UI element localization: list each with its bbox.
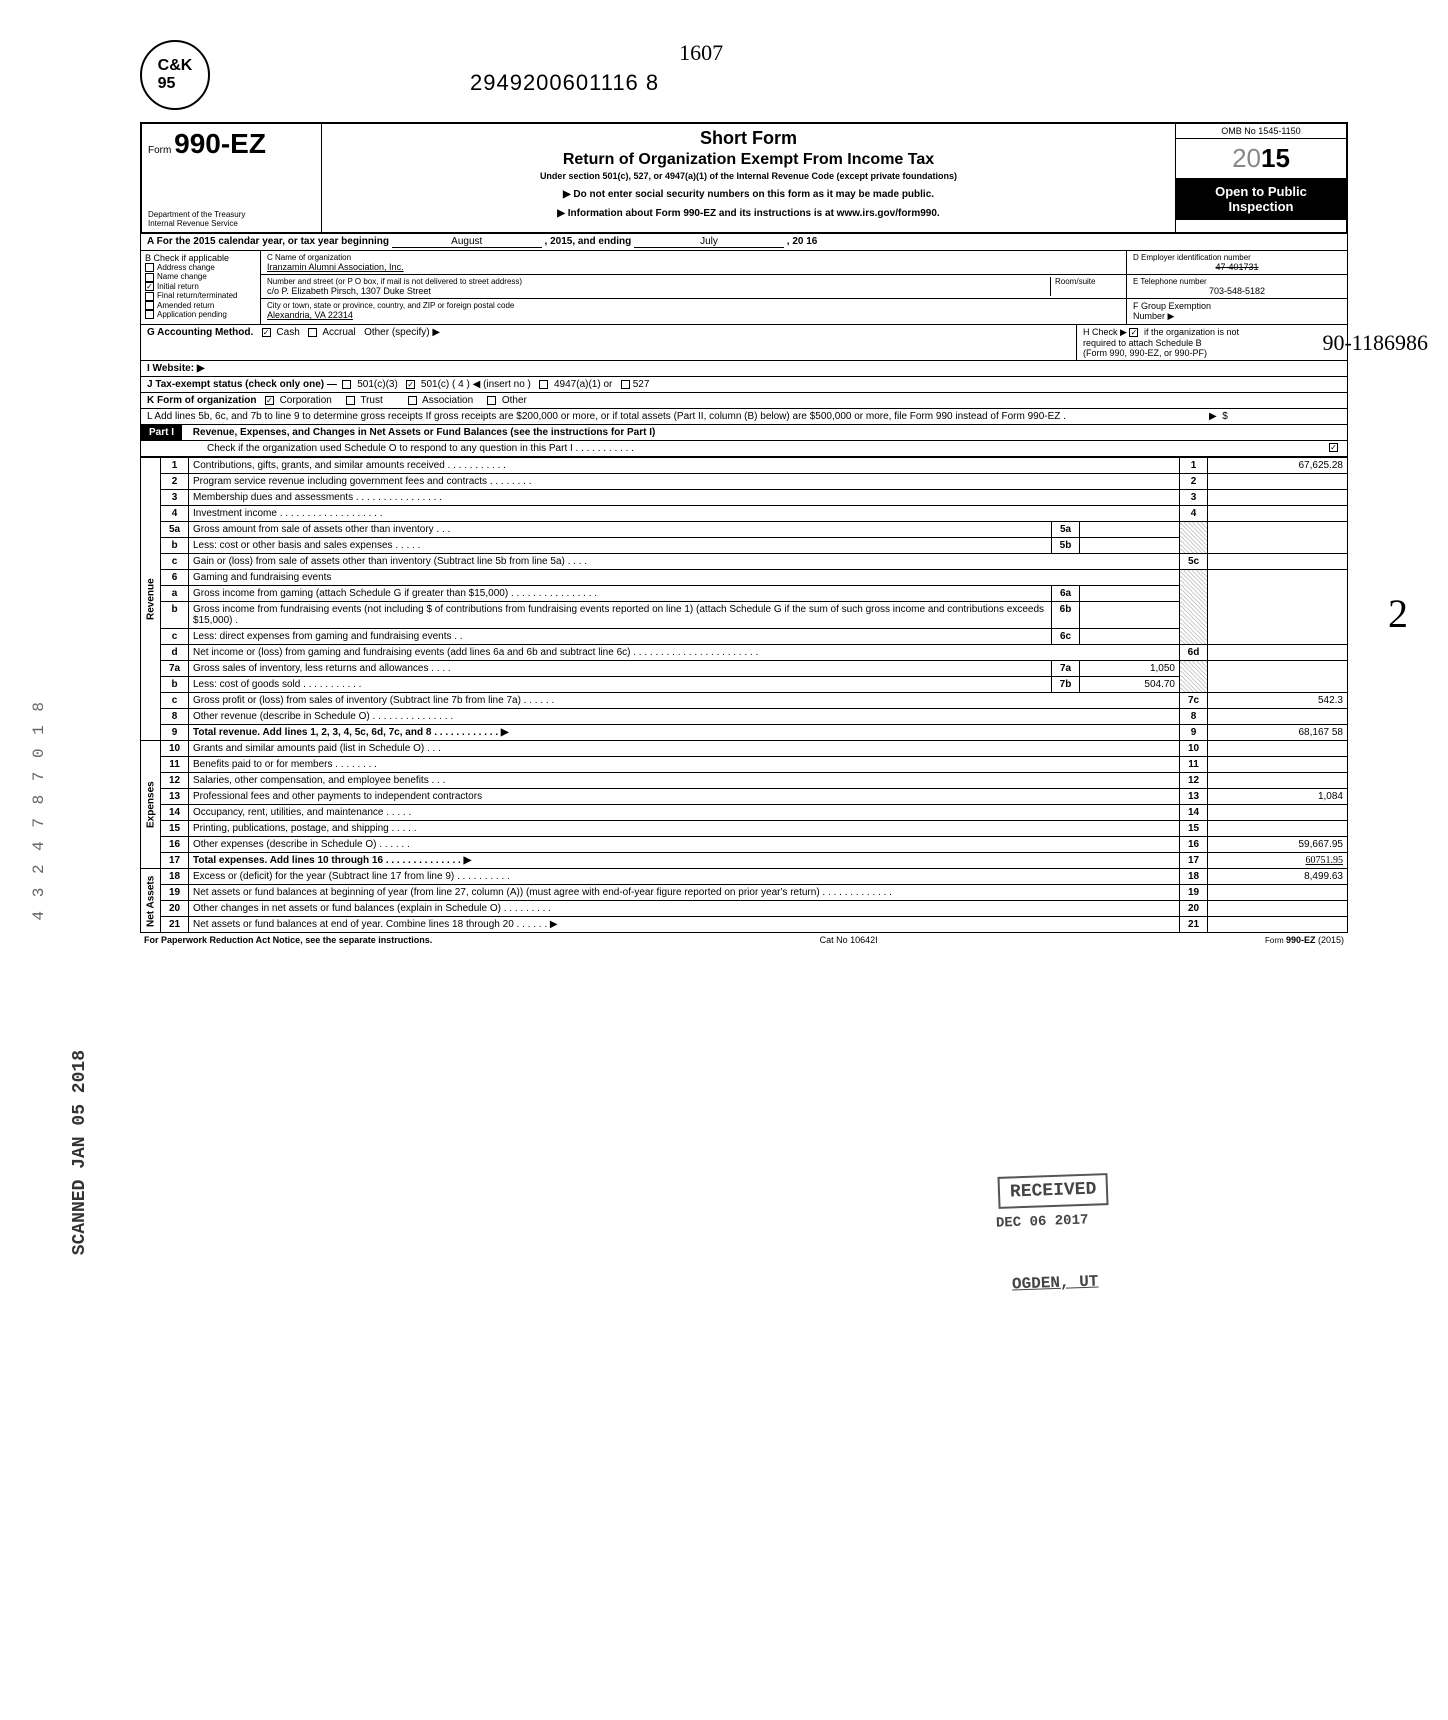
table-row: 19Net assets or fund balances at beginni…: [141, 885, 1348, 901]
row-l: L Add lines 5b, 6c, and 7b to line 9 to …: [140, 409, 1348, 425]
cb-schedule-b[interactable]: ✓: [1129, 328, 1138, 337]
cb-other-org[interactable]: [487, 396, 496, 405]
part1-header: Part I Revenue, Expenses, and Changes in…: [140, 425, 1348, 441]
expenses-label: Expenses: [141, 741, 161, 869]
footer-row: For Paperwork Reduction Act Notice, see …: [140, 933, 1348, 947]
row-i: I Website: ▶: [140, 361, 1348, 377]
row-a-tax-year: A For the 2015 calendar year, or tax yea…: [140, 234, 1348, 251]
cb-501c3[interactable]: [342, 380, 351, 389]
cb-accrual[interactable]: [308, 328, 317, 337]
cb-application-pending[interactable]: Application pending: [145, 310, 256, 319]
cb-501c[interactable]: ✓: [406, 380, 415, 389]
cb-527[interactable]: [621, 380, 630, 389]
table-row: 2Program service revenue including gover…: [141, 474, 1348, 490]
handwritten-number: 1607: [679, 40, 723, 66]
table-row: 4Investment income . . . . . . . . . . .…: [141, 506, 1348, 522]
table-row: Net Assets 18Excess or (deficit) for the…: [141, 869, 1348, 885]
table-row: 7aGross sales of inventory, less returns…: [141, 661, 1348, 677]
table-row: 17Total expenses. Add lines 10 through 1…: [141, 853, 1348, 869]
table-row: cGain or (loss) from sale of assets othe…: [141, 554, 1348, 570]
received-date-stamp: DEC 06 2017: [985, 1208, 1098, 1236]
table-row: 8Other revenue (describe in Schedule O) …: [141, 709, 1348, 725]
org-name-row: C Name of organization Iranzamin Alumni …: [261, 251, 1126, 275]
header-grid: B Check if applicable Address change Nam…: [140, 251, 1348, 325]
section-c: C Name of organization Iranzamin Alumni …: [261, 251, 1127, 324]
table-row: 21Net assets or fund balances at end of …: [141, 917, 1348, 933]
handwritten-2: 2: [1388, 590, 1408, 637]
row-j: J Tax-exempt status (check only one) — 5…: [140, 377, 1348, 393]
header-row: C&K95 2949200601116 8 1607: [140, 40, 1348, 110]
cb-cash[interactable]: ✓: [262, 328, 271, 337]
open-public-badge: Open to Public Inspection: [1176, 178, 1346, 220]
dln-number: 2949200601116 8: [470, 70, 659, 96]
irs-seal-icon: C&K95: [140, 40, 210, 110]
cb-address-change[interactable]: Address change: [145, 263, 256, 272]
table-row: Expenses 10Grants and similar amounts pa…: [141, 741, 1348, 757]
ein-row: D Employer identification number 47-4017…: [1127, 251, 1347, 275]
form-header-box: Form 990-EZ Department of the Treasury I…: [140, 122, 1348, 234]
table-row: 5aGross amount from sale of assets other…: [141, 522, 1348, 538]
address-row: Number and street (or P O box, if mail i…: [261, 275, 1126, 299]
table-row: bLess: cost or other basis and sales exp…: [141, 538, 1348, 554]
tax-year: 20201515: [1176, 139, 1346, 178]
cb-amended[interactable]: Amended return: [145, 301, 256, 310]
cb-schedule-o-part1[interactable]: ✓: [1329, 443, 1338, 452]
table-row: cLess: direct expenses from gaming and f…: [141, 629, 1348, 645]
section-def: D Employer identification number 47-4017…: [1127, 251, 1347, 324]
table-row: cGross profit or (loss) from sales of in…: [141, 693, 1348, 709]
cb-assoc[interactable]: [408, 396, 417, 405]
handwritten-ein: 90-1186986: [1322, 330, 1428, 356]
cb-trust[interactable]: [346, 396, 355, 405]
table-row: Revenue 1 Contributions, gifts, grants, …: [141, 458, 1348, 474]
table-row: 9Total revenue. Add lines 1, 2, 3, 4, 5c…: [141, 725, 1348, 741]
section-b: B Check if applicable Address change Nam…: [141, 251, 261, 324]
row-gh: G Accounting Method. ✓ Cash Accrual Othe…: [140, 325, 1348, 361]
ogden-stamp: OGDEN, UT: [1001, 1268, 1108, 1298]
part1-lines-table: Revenue 1 Contributions, gifts, grants, …: [140, 457, 1348, 933]
table-row: 20Other changes in net assets or fund ba…: [141, 901, 1348, 917]
form-title-cell: Short Form Return of Organization Exempt…: [322, 124, 1176, 232]
cb-4947[interactable]: [539, 380, 548, 389]
form-number-cell: Form 990-EZ Department of the Treasury I…: [142, 124, 322, 232]
row-k: K Form of organization ✓ Corporation Tru…: [140, 393, 1348, 409]
table-row: aGross income from gaming (attach Schedu…: [141, 586, 1348, 602]
table-row: 12Salaries, other compensation, and empl…: [141, 773, 1348, 789]
cb-name-change[interactable]: Name change: [145, 272, 256, 281]
cb-final-return[interactable]: Final return/terminated: [145, 291, 256, 300]
form-year-cell: OMB No 1545-1150 20201515 Open to Public…: [1176, 124, 1346, 232]
city-row: City or town, state or province, country…: [261, 299, 1126, 322]
table-row: 3Membership dues and assessments . . . .…: [141, 490, 1348, 506]
table-row: 16Other expenses (describe in Schedule O…: [141, 837, 1348, 853]
cb-corp[interactable]: ✓: [265, 396, 274, 405]
table-row: bLess: cost of goods sold . . . . . . . …: [141, 677, 1348, 693]
table-row: 6Gaming and fundraising events: [141, 570, 1348, 586]
net-assets-label: Net Assets: [141, 869, 161, 933]
group-exemption-row: F Group Exemption Number ▶: [1127, 299, 1347, 324]
part1-schedule-o: Check if the organization used Schedule …: [140, 441, 1348, 457]
phone-row: E Telephone number 703-548-5182: [1127, 275, 1347, 299]
table-row: bGross income from fundraising events (n…: [141, 602, 1348, 629]
margin-number-stamp: 4 3 2 4 7 8 7 0 1 8: [30, 700, 48, 920]
table-row: 15Printing, publications, postage, and s…: [141, 821, 1348, 837]
cb-initial-return[interactable]: ✓Initial return: [145, 282, 256, 291]
table-row: dNet income or (loss) from gaming and fu…: [141, 645, 1348, 661]
revenue-label: Revenue: [141, 458, 161, 741]
table-row: 13Professional fees and other payments t…: [141, 789, 1348, 805]
scanned-stamp: SCANNED JAN 05 2018: [70, 1050, 90, 1255]
dept-treasury: Department of the Treasury Internal Reve…: [148, 210, 315, 228]
received-stamp: RECEIVED: [997, 1173, 1108, 1209]
table-row: 14Occupancy, rent, utilities, and mainte…: [141, 805, 1348, 821]
table-row: 11Benefits paid to or for members . . . …: [141, 757, 1348, 773]
